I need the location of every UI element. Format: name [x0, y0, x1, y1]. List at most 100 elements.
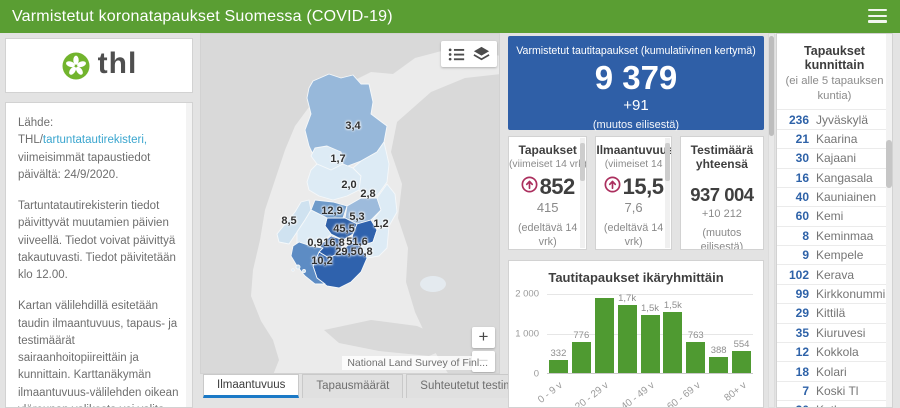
map-region[interactable]	[352, 141, 390, 197]
municipality-count: 8	[802, 228, 809, 243]
bar[interactable]	[640, 315, 660, 373]
municipality-row[interactable]: 30 Kotka	[777, 400, 892, 407]
municipality-row[interactable]: 30 Kajaani	[777, 148, 892, 167]
map-region[interactable]	[291, 268, 295, 272]
legend-icon[interactable]	[448, 47, 465, 62]
bar[interactable]	[594, 297, 614, 373]
map-neighbor-scandinavia	[201, 34, 499, 373]
municipality-count: 29	[795, 306, 809, 321]
map-toolbar	[441, 41, 497, 67]
map-region[interactable]	[295, 264, 301, 270]
bar[interactable]	[548, 359, 568, 373]
bar[interactable]	[709, 357, 729, 373]
x-axis-tick-label: 0 - 9 v	[536, 380, 566, 406]
description-panel: Lähde: THL/tartuntatautirekisteri, viime…	[5, 102, 193, 408]
map-region[interactable]	[360, 225, 390, 259]
tab-ilmaantuvuus[interactable]: Ilmaantuvuus	[203, 374, 300, 398]
scrollbar-thumb[interactable]	[580, 143, 586, 181]
municipality-list: 236 Jyväskylä 21 Kaarina 30 Kajaani 16 Kangasal…	[777, 109, 892, 407]
x-axis-tick-label: 20 - 29 v	[573, 380, 611, 408]
map-region[interactable]	[302, 269, 306, 273]
municipality-row[interactable]: 35 Kiuruvesi	[777, 322, 892, 342]
municipality-row[interactable]: 16 Kangasala	[777, 167, 892, 187]
page-title: Varmistetut koronatapaukset Suomessa (CO…	[12, 7, 393, 25]
stat-card-value-row: 852	[509, 174, 586, 200]
bar[interactable]	[663, 312, 683, 373]
map-attribution: National Land Survey of Finl...	[342, 356, 493, 370]
bar-value-label: 763	[687, 330, 704, 342]
stat-card-note: (muutos eilisestä)	[700, 226, 744, 250]
stat-card-scrollbar[interactable]	[580, 138, 586, 248]
municipality-row[interactable]: 21 Kaarina	[777, 128, 892, 148]
municipality-name: Kirkkonummi	[816, 287, 886, 302]
stat-card-value-row: 15,5	[596, 174, 670, 200]
stat-card-scrollbar[interactable]	[664, 138, 670, 248]
municipality-count: 30	[783, 403, 809, 407]
bar-value-label: 1,5k	[641, 303, 659, 314]
stat-card-title: Tapaukset	[518, 143, 577, 157]
bar[interactable]	[571, 341, 591, 373]
municipality-row[interactable]: 99 Kirkkonummi	[777, 283, 892, 303]
municipality-row[interactable]: 60 Kemi	[777, 206, 892, 225]
municipality-row[interactable]: 18 Kolari	[777, 361, 892, 380]
municipality-row[interactable]: 236 Jyväskylä	[777, 109, 892, 128]
finland-map[interactable]	[201, 34, 500, 374]
map-region-value-label: 12,9	[321, 205, 343, 217]
municipality-count: 99	[795, 287, 809, 302]
stat-card-value: 15,5	[622, 173, 664, 199]
bar[interactable]	[732, 350, 752, 373]
bar-value-label: 388	[710, 345, 727, 357]
app-header: Varmistetut koronatapaukset Suomessa (CO…	[0, 0, 900, 33]
stat-card-value: 852	[539, 173, 576, 199]
map-region-value-label: 10,2	[311, 255, 333, 267]
municipality-count: 236	[788, 112, 809, 127]
stat-card-note: (edeltävä 14 vrk)	[517, 221, 578, 248]
municipality-row[interactable]: 12 Kokkola	[777, 342, 892, 361]
municipality-scrollbar[interactable]	[886, 34, 892, 407]
municipality-name: Kokkola	[816, 345, 859, 360]
center-column-scrollbar[interactable]	[768, 33, 775, 408]
menu-icon[interactable]	[868, 9, 887, 24]
map-region-value-label: 1,7	[330, 153, 346, 165]
map-region-value-label: 8,5	[281, 215, 297, 227]
municipality-row[interactable]: 102 Kerava	[777, 264, 892, 283]
scrollbar-thumb[interactable]	[664, 143, 670, 181]
update-info-paragraph: Tartuntatautirekisterin tiedot päivittyv…	[18, 200, 176, 281]
chart-gridline	[547, 294, 753, 295]
left-panel-scrollbar[interactable]	[186, 103, 192, 407]
municipality-count: 16	[795, 170, 809, 185]
map-neighbor-russia	[391, 74, 499, 373]
municipality-name: Keminmaa	[816, 228, 874, 243]
municipality-row[interactable]: 8 Keminmaa	[777, 225, 892, 245]
scrollbar-thumb[interactable]	[769, 36, 774, 136]
stat-card-title: Testimäärä yhteensä	[690, 143, 754, 171]
bar[interactable]	[617, 305, 637, 373]
age-group-chart-panel: Tautitapaukset ikäryhmittäin 0 1 000 2 000…	[508, 260, 764, 408]
municipality-row[interactable]: 9 Kempele	[777, 245, 892, 264]
municipality-count: 35	[795, 325, 809, 340]
scrollbar-thumb[interactable]	[886, 140, 892, 188]
municipality-row[interactable]: 29 Kittilä	[777, 303, 892, 322]
map-panel[interactable]: 3,4 1,7 2,0 2,8 12,9 8,5 5,3 1,2 45,5 0,9 16,8 51,6…	[200, 33, 500, 374]
stat-card-tapaukset: Tapaukset (viimeiset 14 vrk) 852 415 (edeltä…	[508, 136, 588, 250]
map-region-value-label: 29,5	[335, 246, 357, 258]
municipality-row[interactable]: 7 Koski Tl	[777, 380, 892, 400]
map-region-value-label: 51,6	[346, 236, 368, 248]
logo-text: thl	[97, 46, 138, 80]
tab-tapausm-r-t[interactable]: Tapausmäärät	[302, 374, 404, 398]
map-region[interactable]	[290, 241, 326, 285]
bar[interactable]	[686, 342, 706, 373]
map-region-value-label: 5,3	[349, 211, 365, 223]
y-axis-tick-label: 1 000	[515, 328, 539, 340]
municipality-name: Kotka	[816, 403, 847, 407]
register-link[interactable]: tartuntatautirekisteri,	[42, 134, 148, 147]
total-cases-value: 9 379	[594, 59, 678, 96]
map-help-paragraph: Kartan välilehdillä esitetään taudin ilm…	[18, 300, 179, 407]
layers-icon[interactable]	[473, 46, 490, 62]
map-neighbor-estonia	[324, 320, 457, 356]
stat-card-value-row: 937 004	[681, 176, 763, 206]
municipality-row[interactable]: 40 Kauniainen	[777, 186, 892, 206]
municipality-name: Kittilä	[816, 306, 846, 321]
stat-card-secondary-value: 415	[536, 199, 559, 215]
zoom-in-button[interactable]: +	[472, 327, 495, 348]
